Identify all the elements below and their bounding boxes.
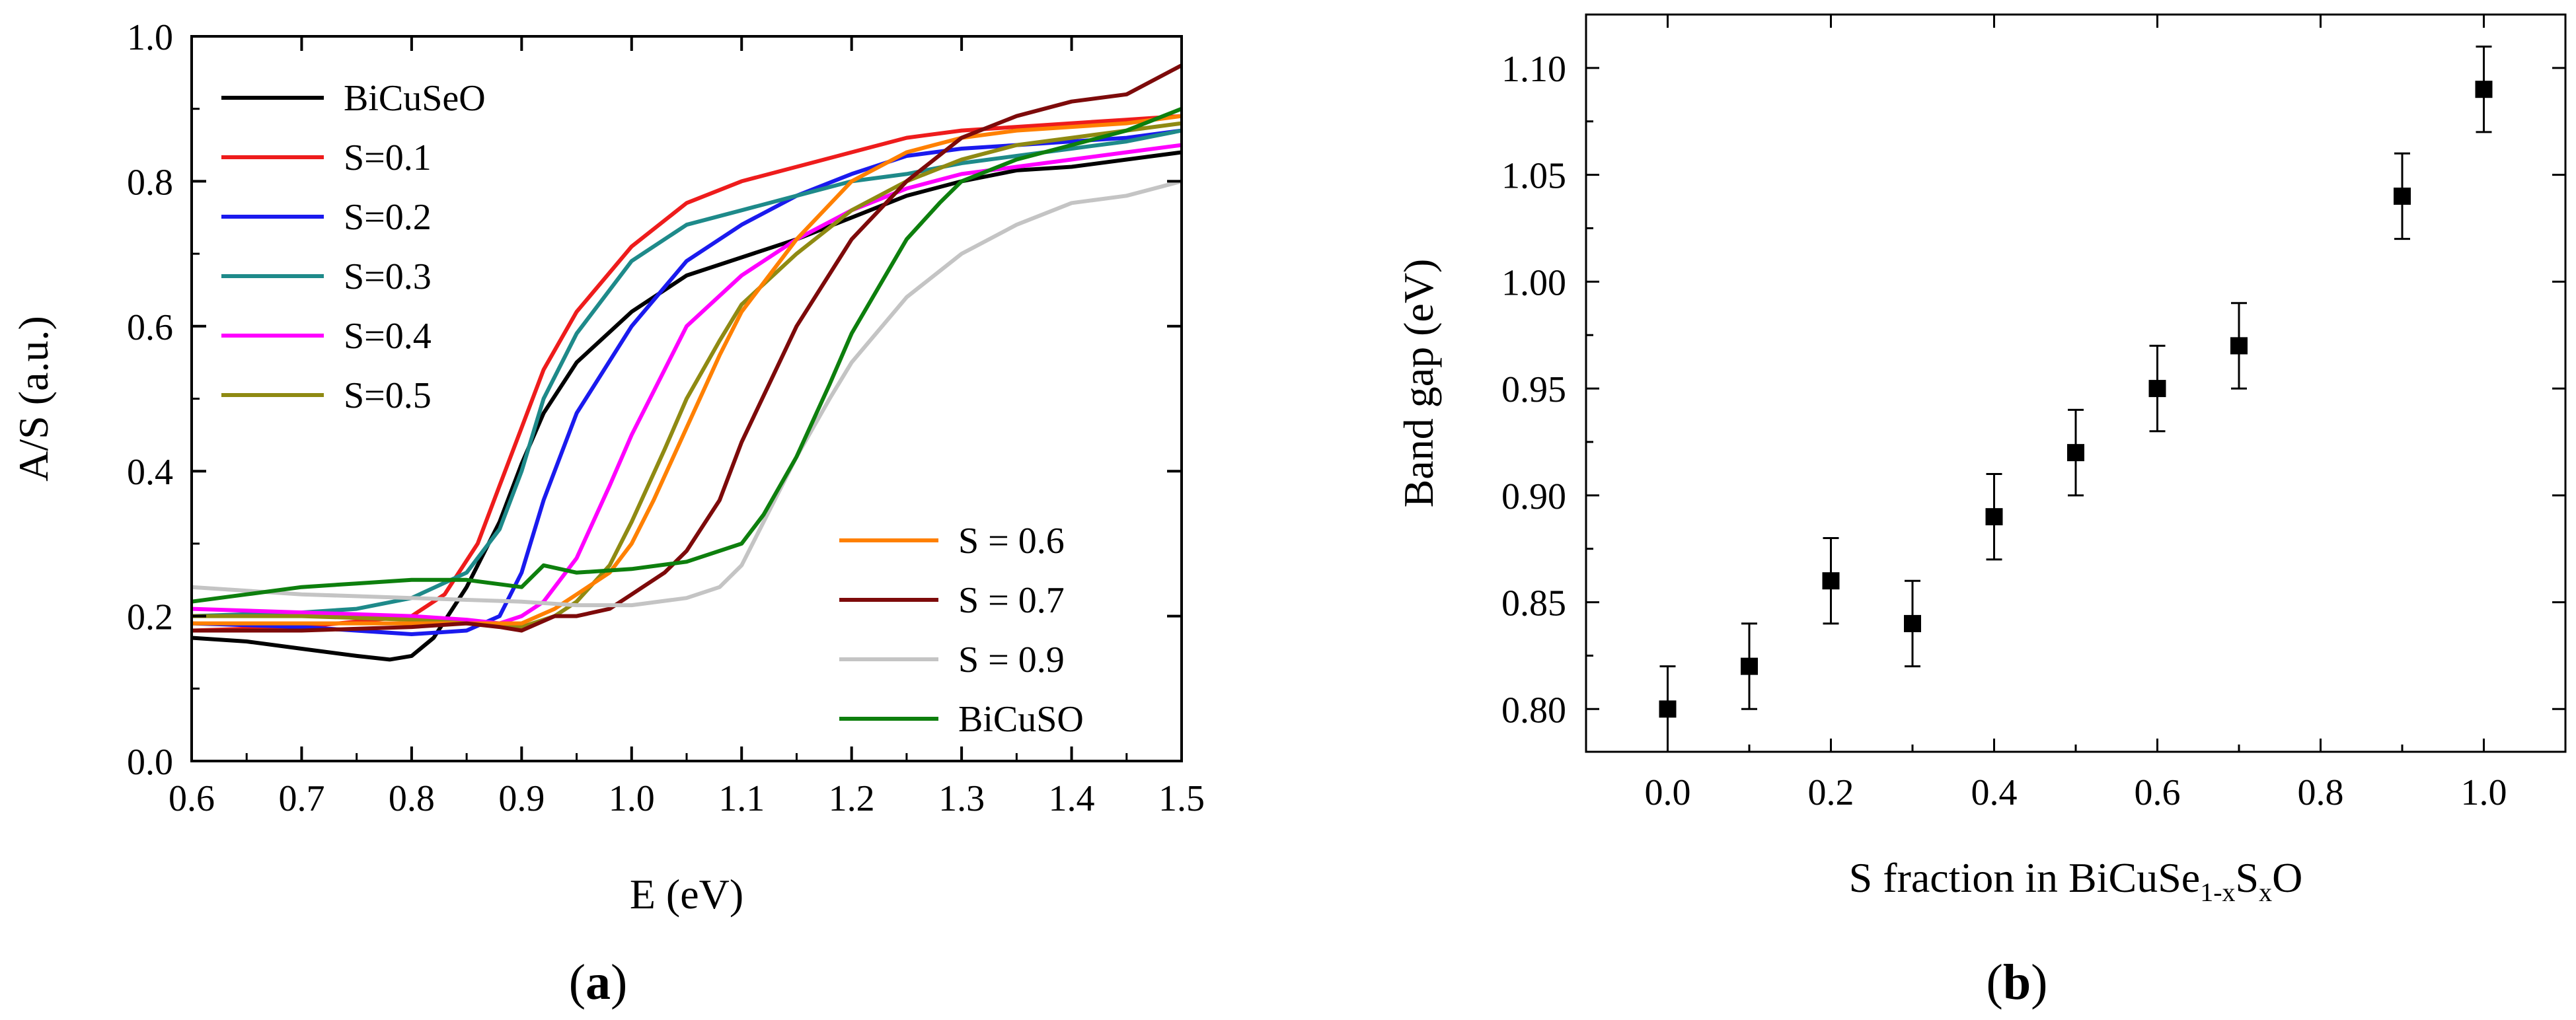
- chart-a-legend-label: S=0.2: [344, 197, 432, 238]
- chart-b-data-point: [1741, 622, 1758, 710]
- chart-b-y-tick-label: 0.80: [1501, 690, 1566, 731]
- chart-a-x-tick-label: 1.1: [718, 778, 765, 819]
- chart-b-marker: [2067, 444, 2084, 462]
- chart-b-data-point: [2230, 302, 2248, 390]
- chart-a-legend-label: S = 0.9: [958, 639, 1065, 680]
- chart-a-legend: BiCuSeO S=0.1 S=0.2 S=0.3 S=0.4 S=0.5 S = 0.6 S…: [221, 78, 1084, 740]
- chart-b-data-point: [1985, 472, 2003, 561]
- chart-b-x-tick-label: 1.0: [2461, 772, 2507, 813]
- chart-a-y-tick-label: 0.8: [127, 162, 173, 203]
- chart-b-data-point: [2148, 344, 2166, 433]
- panel-a-letter: a: [586, 955, 611, 1010]
- chart-a: 0.6 0.7 0.8 0.9 1.0 1.1 1.2 1.3 1.4 1.5 0.0 0.2 0.4 0…: [10, 17, 1205, 1010]
- chart-b-y-tick-label: 0.85: [1501, 583, 1566, 624]
- panel-b-label: (b): [1987, 955, 2048, 1010]
- panel-a-open-paren: (: [569, 955, 586, 1010]
- chart-a-series-line-bicuso: [191, 106, 1183, 604]
- chart-a-y-tick-label: 0.2: [127, 597, 173, 638]
- chart-a-legend-label: S=0.3: [344, 256, 432, 297]
- chart-b-x-label-end: O: [2272, 854, 2302, 901]
- chart-b-x-tick-label: 0.4: [1971, 772, 2018, 813]
- panel-b-open-paren: (: [1987, 955, 2003, 1010]
- chart-b-y-tick-label: 0.90: [1501, 476, 1566, 517]
- chart-b-data-point: [1904, 579, 1921, 668]
- chart-a-x-tick-label: 0.7: [278, 778, 324, 819]
- chart-a-x-tick-label: 1.2: [829, 778, 875, 819]
- chart-a-x-tick-label: 0.8: [389, 778, 435, 819]
- chart-b-x-label-main: S fraction in BiCuSe: [1849, 854, 2201, 901]
- chart-a-y-axis-label: A/S (a.u.): [10, 316, 57, 482]
- chart-b-y-tick-label: 1.10: [1501, 49, 1566, 90]
- chart-a-x-axis-label: E (eV): [630, 871, 743, 918]
- chart-b-data-point: [1822, 537, 1840, 625]
- chart-b-x-axis-label: S fraction in BiCuSe1-xSxO: [1849, 854, 2303, 907]
- chart-a-series-line-s-0-1: [191, 114, 1182, 633]
- chart-b-y-tick-label: 0.95: [1501, 369, 1566, 410]
- chart-a-y-tick-label: 0.6: [127, 307, 173, 348]
- chart-b-y-tick-label: 1.00: [1501, 262, 1566, 303]
- panel-a-close-paren: ): [611, 955, 627, 1010]
- panel-b-close-paren: ): [2031, 955, 2047, 1010]
- chart-b-x-tick-label: 0.2: [1808, 772, 1854, 813]
- chart-a-y-tick-label: 1.0: [127, 17, 173, 58]
- chart-b-y-tick-label: 1.05: [1501, 156, 1566, 197]
- chart-a-legend-label: S=0.1: [344, 137, 432, 178]
- chart-b-data-point: [1659, 665, 1677, 753]
- chart-a-legend-label: S=0.5: [344, 375, 432, 416]
- chart-b: 0.0 0.2 0.4 0.6 0.8 1.0 0.80 0.85 0.90 0.95 1.00 1.…: [1395, 13, 2567, 1010]
- chart-a-x-tick-label: 0.6: [169, 778, 215, 819]
- chart-b-marker: [1822, 572, 1840, 590]
- chart-a-series-line-s-0-4: [191, 143, 1182, 626]
- chart-a-x-tick-label: 1.5: [1158, 778, 1205, 819]
- chart-b-y-axis-label: Band gap (eV): [1395, 259, 1442, 508]
- chart-b-data-point: [2067, 408, 2084, 497]
- chart-b-ticks: 0.0 0.2 0.4 0.6 0.8 1.0 0.80 0.85 0.90 0.95 1.00 1.…: [1501, 15, 2567, 813]
- chart-b-marker: [2230, 337, 2248, 355]
- chart-b-marker: [1659, 700, 1677, 718]
- chart-b-plot-frame: [1585, 13, 2567, 753]
- chart-b-marker: [2394, 187, 2411, 205]
- chart-a-x-tick-label: 1.3: [938, 778, 985, 819]
- chart-a-x-tick-label: 1.4: [1049, 778, 1095, 819]
- chart-b-marker: [1904, 614, 1921, 632]
- chart-b-data-point: [2475, 46, 2493, 133]
- chart-a-series-group: [191, 63, 1183, 662]
- panel-a-label: (a): [569, 955, 628, 1010]
- chart-b-points: [1659, 46, 2493, 753]
- chart-b-data-point: [2394, 152, 2411, 240]
- chart-b-marker: [2475, 81, 2493, 98]
- chart-b-marker: [1985, 508, 2003, 526]
- chart-b-x-label-sub1: 1-x: [2200, 877, 2235, 907]
- chart-b-marker: [1741, 657, 1758, 675]
- chart-b-x-tick-label: 0.8: [2298, 772, 2344, 813]
- chart-a-x-tick-label: 1.0: [609, 778, 655, 819]
- chart-a-legend-label: S=0.4: [344, 316, 432, 357]
- chart-a-legend-label: BiCuSO: [958, 699, 1084, 740]
- chart-b-x-label-sub2: x: [2259, 877, 2272, 907]
- chart-a-y-tick-label: 0.4: [127, 452, 173, 493]
- chart-a-ticks: 0.6 0.7 0.8 0.9 1.0 1.1 1.2 1.3 1.4 1.5 0.0 0.2 0.4 0…: [127, 17, 1205, 819]
- chart-a-series-line-s-0-3: [191, 128, 1182, 618]
- chart-b-x-tick-label: 0.0: [1645, 772, 1691, 813]
- chart-a-series-line-s-0-6: [192, 114, 1182, 626]
- chart-a-legend-label: S = 0.6: [958, 521, 1065, 562]
- chart-a-series-line-s-0-9: [191, 179, 1182, 608]
- chart-b-x-label-mid: S: [2236, 854, 2259, 901]
- chart-a-legend-label: S = 0.7: [958, 580, 1065, 621]
- chart-a-legend-label: BiCuSeO: [344, 78, 486, 119]
- chart-a-series-line-bicuseo: [191, 150, 1182, 662]
- chart-b-marker: [2148, 380, 2166, 398]
- chart-a-x-tick-label: 0.9: [498, 778, 545, 819]
- panel-b-letter: b: [2003, 955, 2031, 1010]
- chart-a-y-tick-label: 0.0: [127, 742, 173, 783]
- chart-b-x-tick-label: 0.6: [2135, 772, 2181, 813]
